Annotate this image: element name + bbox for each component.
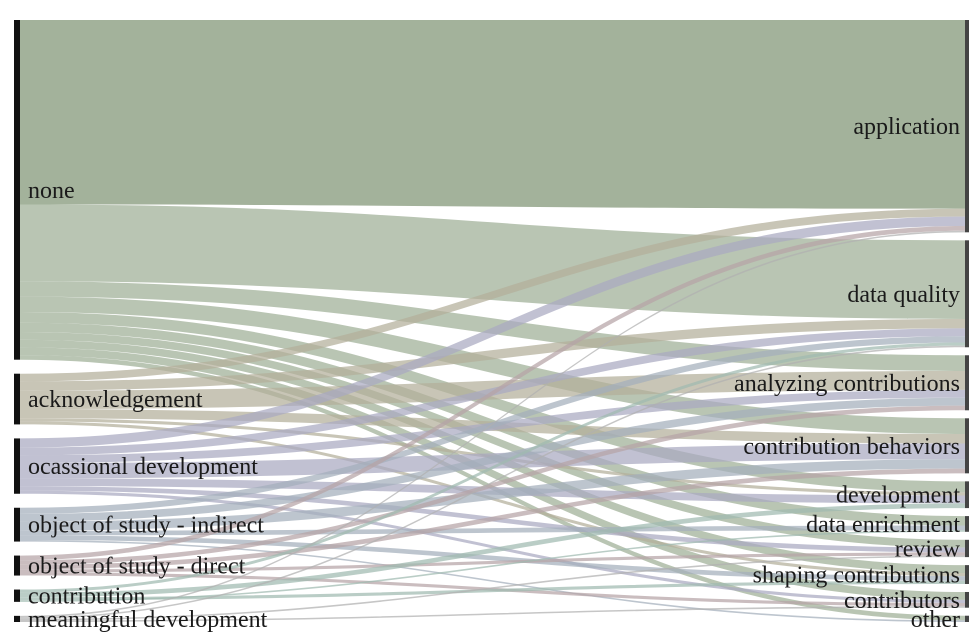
- flow-link: [20, 318, 965, 391]
- target-node-bar: [965, 615, 969, 622]
- flow-link: [20, 208, 965, 382]
- source-label: meaningful development: [28, 607, 268, 633]
- target-label: analyzing contributions: [734, 371, 960, 397]
- flow-link: [20, 336, 965, 514]
- flow-links: [20, 20, 965, 622]
- flow-link: [20, 459, 965, 531]
- flow-link: [20, 20, 965, 209]
- node-labels: none acknowledgement ocassional developmen…: [28, 114, 961, 633]
- flow-link: [20, 397, 965, 522]
- target-label: data quality: [847, 282, 960, 308]
- flow-link: [20, 405, 965, 565]
- target-label: review: [895, 536, 961, 562]
- flow-link: [20, 540, 965, 622]
- source-label: object of study - direct: [28, 554, 246, 580]
- target-label: contribution behaviors: [743, 434, 960, 460]
- source-label: contribution: [28, 584, 145, 610]
- target-node-bar: [965, 355, 969, 411]
- target-node-bar: [965, 516, 969, 532]
- target-node-bar: [965, 481, 969, 509]
- source-node-bars: [14, 20, 20, 622]
- flow-link: [20, 216, 965, 448]
- target-node-bar: [965, 539, 969, 558]
- flow-link: [20, 347, 965, 600]
- flow-link: [20, 525, 965, 536]
- flow-link: [20, 342, 965, 593]
- flow-link: [20, 345, 965, 619]
- target-node-bars: [965, 20, 969, 622]
- flow-link: [20, 535, 965, 581]
- flow-link: [20, 552, 965, 573]
- flow-link: [20, 580, 965, 601]
- source-node-bar: [14, 555, 20, 576]
- source-node-bar: [14, 615, 20, 622]
- flow-link: [20, 606, 965, 622]
- target-label: shaping contributions: [753, 563, 960, 589]
- flow-link: [20, 312, 965, 493]
- source-label: object of study - indirect: [28, 513, 264, 539]
- source-label: ocassional development: [28, 454, 258, 480]
- source-label: none: [28, 178, 75, 204]
- flow-link: [20, 332, 965, 548]
- flow-link: [20, 204, 965, 319]
- source-label: acknowledgement: [28, 387, 203, 413]
- flow-link: [20, 296, 965, 435]
- source-node-bar: [14, 507, 20, 542]
- source-node-bar: [14, 373, 20, 425]
- target-label: development: [836, 483, 960, 509]
- target-node-bar: [965, 20, 969, 233]
- flow-link: [20, 530, 965, 602]
- target-label: application: [853, 114, 960, 140]
- flow-link: [20, 555, 965, 621]
- flow-link: [20, 490, 965, 603]
- flow-link: [20, 503, 965, 598]
- target-node-bar: [965, 418, 969, 474]
- source-node-bar: [14, 20, 20, 360]
- source-node-bar: [14, 589, 20, 602]
- target-node-bar: [965, 565, 969, 584]
- flow-link: [20, 468, 965, 570]
- flow-link: [20, 226, 965, 561]
- target-node-bar: [965, 240, 969, 348]
- flow-link: [20, 230, 965, 618]
- target-label: contributors: [844, 588, 960, 614]
- target-label: other: [911, 607, 960, 633]
- source-node-bar: [14, 438, 20, 494]
- target-node-bar: [965, 591, 969, 608]
- target-label: data enrichment: [806, 512, 960, 538]
